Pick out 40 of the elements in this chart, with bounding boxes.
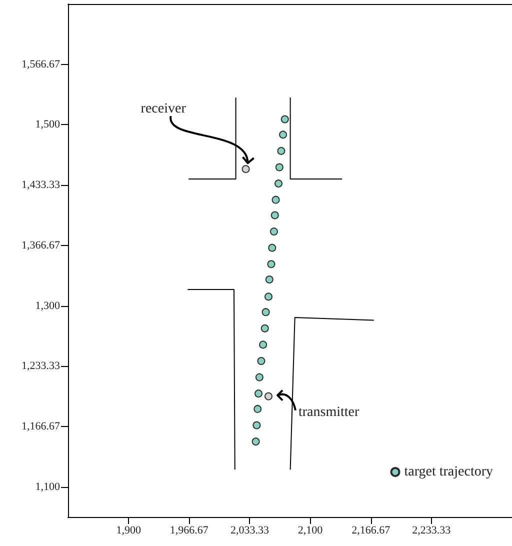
y-tick-label: 1,433.33 (22, 179, 60, 192)
point (259, 340, 268, 349)
point (254, 390, 263, 398)
y-tick-label: 1,566.67 (22, 58, 60, 70)
point (264, 392, 272, 400)
point (272, 196, 280, 204)
point (270, 211, 279, 220)
point (268, 244, 276, 252)
y-tick-label: 1,166.67 (22, 420, 60, 432)
point (274, 180, 282, 188)
point (262, 308, 270, 316)
point (275, 163, 284, 172)
point (252, 421, 261, 430)
annotation: receiver (140, 102, 186, 117)
point (252, 438, 260, 446)
y-tick-label: 1,500 (35, 118, 60, 131)
point (270, 228, 278, 236)
legend-label: target trajectory (404, 464, 494, 480)
y-tick-label: 1,100 (35, 480, 60, 493)
point (277, 146, 286, 155)
x-tick-label: 1,966.67 (170, 524, 209, 536)
point (280, 115, 289, 124)
y-tick-label: 1,300 (35, 300, 60, 312)
point (254, 404, 262, 413)
point (242, 165, 250, 174)
point (265, 276, 274, 284)
annotation: transmitter (298, 404, 360, 420)
x-tick-label: 2,233.33 (412, 524, 452, 536)
point (260, 324, 269, 332)
y-tick-label: 1,366.67 (22, 239, 60, 252)
point (279, 130, 288, 139)
x-tick-label: 1,900 (116, 524, 142, 536)
point (257, 356, 266, 365)
x-tick-label: 2,100 (298, 524, 324, 536)
x-tick-label: 2,033.33 (230, 524, 270, 536)
point (255, 373, 264, 382)
x-tick-label: 2,166.67 (352, 524, 391, 536)
point (264, 292, 272, 301)
y-tick-label: 1,233.33 (22, 360, 60, 372)
point (267, 260, 276, 268)
